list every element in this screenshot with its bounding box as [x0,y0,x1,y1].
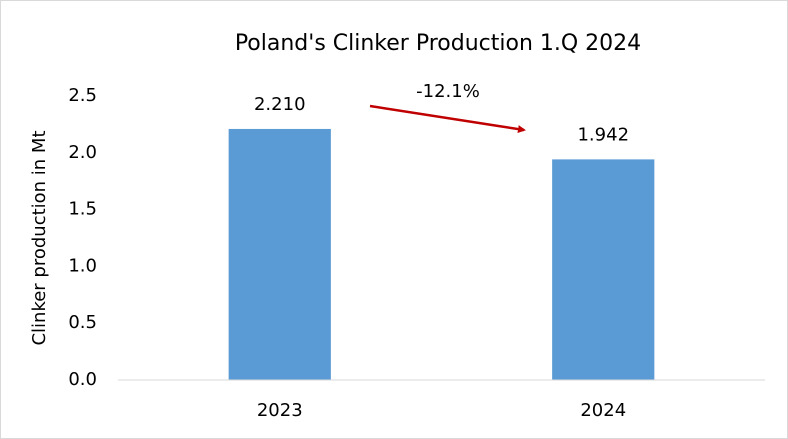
change-annotation: -12.1% [416,81,480,102]
y-tick-label: 0.0 [68,369,97,390]
value-label: 1.942 [577,124,629,145]
y-tick-label: 2.0 [68,142,97,163]
y-tick-label: 0.5 [68,312,97,333]
chart-title: Poland's Clinker Production 1.Q 2024 [235,31,641,56]
x-tick-label: 2024 [580,400,626,421]
y-tick-label: 1.0 [68,255,97,276]
bar [552,159,655,380]
y-axis-label: Clinker production in Mt [29,130,50,345]
value-label: 2.210 [254,94,306,115]
bar [228,128,331,380]
change-arrow [369,104,526,134]
y-tick-label: 2.5 [68,85,97,106]
x-tick-label: 2023 [257,400,303,421]
y-tick-label: 1.5 [68,199,97,220]
